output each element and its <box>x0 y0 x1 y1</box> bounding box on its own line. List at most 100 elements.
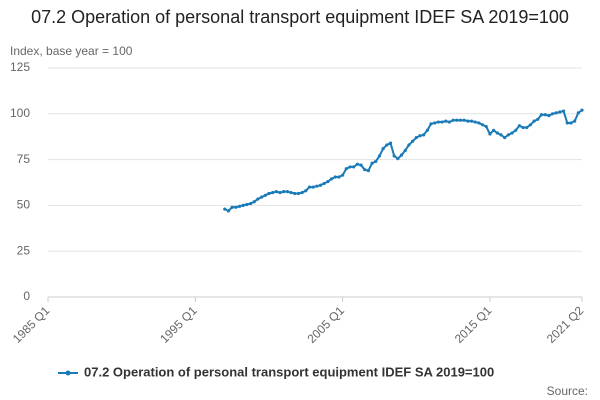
y-tick-label: 75 <box>17 152 31 166</box>
point <box>355 162 359 166</box>
legend-label: 07.2 Operation of personal transport equ… <box>84 364 494 379</box>
point <box>458 118 463 122</box>
y-tick-label: 125 <box>10 60 30 74</box>
point <box>558 110 562 114</box>
point <box>576 111 580 115</box>
y-tick-label: 100 <box>10 106 30 120</box>
point <box>296 191 301 196</box>
point <box>223 207 227 211</box>
point <box>451 118 455 122</box>
point <box>326 179 330 184</box>
point <box>510 131 514 135</box>
point <box>377 154 382 158</box>
point <box>462 118 466 122</box>
point <box>425 128 429 132</box>
point <box>569 121 573 125</box>
point <box>480 123 485 127</box>
point <box>248 201 253 206</box>
point <box>499 133 503 137</box>
x-tick-label: 2005 Q1 <box>305 303 348 346</box>
point <box>407 143 411 147</box>
point <box>245 202 249 207</box>
chart-title: 07.2 Operation of personal transport equ… <box>31 7 569 27</box>
x-tick-label: 2015 Q1 <box>452 303 495 346</box>
point <box>267 191 271 196</box>
point <box>455 118 459 122</box>
point <box>506 133 510 137</box>
point <box>252 200 256 204</box>
point <box>307 185 312 189</box>
point <box>550 112 555 116</box>
point <box>341 173 345 177</box>
point <box>444 119 448 123</box>
point <box>414 136 418 140</box>
point <box>256 197 260 201</box>
y-tick-label: 0 <box>23 289 30 303</box>
point <box>429 122 433 126</box>
x-tick-label: 1985 Q1 <box>10 303 53 346</box>
source: Source: <box>547 384 588 398</box>
point <box>440 120 444 124</box>
point <box>230 205 234 209</box>
point <box>359 163 363 167</box>
point <box>337 175 341 179</box>
point <box>466 119 470 123</box>
point <box>260 195 264 199</box>
y-axis-label: Index, base year = 100 <box>10 44 133 58</box>
point <box>422 133 426 137</box>
point <box>543 113 547 117</box>
point <box>311 185 315 189</box>
point <box>528 123 533 127</box>
point <box>433 121 437 125</box>
point <box>237 204 242 208</box>
point <box>300 190 304 195</box>
point <box>329 177 334 181</box>
point <box>418 134 422 138</box>
point <box>525 125 529 130</box>
point <box>521 125 525 130</box>
point <box>436 120 440 124</box>
point <box>381 147 385 151</box>
point <box>484 125 488 129</box>
point <box>399 153 404 157</box>
point <box>573 119 577 123</box>
point <box>226 209 231 213</box>
point <box>318 183 323 187</box>
point <box>289 190 293 195</box>
series-line <box>224 109 583 213</box>
point <box>234 205 238 209</box>
point <box>410 139 415 143</box>
point <box>477 121 481 125</box>
point <box>388 141 393 145</box>
point <box>274 190 278 194</box>
point <box>392 154 396 158</box>
point <box>385 143 389 147</box>
point <box>503 136 507 140</box>
point <box>514 128 518 132</box>
point <box>352 165 356 169</box>
point <box>344 167 348 171</box>
point <box>285 190 289 194</box>
point <box>370 161 374 165</box>
point <box>469 119 474 123</box>
point <box>565 121 569 125</box>
point <box>495 131 499 135</box>
point <box>473 120 477 124</box>
point <box>532 119 536 123</box>
point <box>293 191 297 196</box>
point <box>333 175 337 179</box>
point <box>561 109 566 113</box>
point <box>539 113 544 117</box>
point <box>241 203 245 207</box>
point <box>278 190 282 195</box>
point <box>374 159 378 164</box>
point <box>315 184 319 188</box>
x-tick-label: 1995 Q1 <box>157 303 200 346</box>
point <box>271 190 275 195</box>
point <box>282 190 286 194</box>
legend-marker <box>65 370 71 376</box>
point <box>263 193 267 197</box>
point <box>396 157 400 161</box>
